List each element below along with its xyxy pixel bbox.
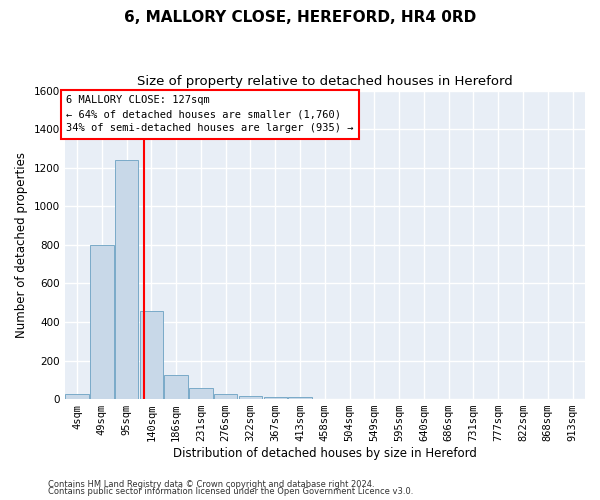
Bar [288, 397, 312, 399]
Y-axis label: Number of detached properties: Number of detached properties [15, 152, 28, 338]
Text: 6, MALLORY CLOSE, HEREFORD, HR4 0RD: 6, MALLORY CLOSE, HEREFORD, HR4 0RD [124, 10, 476, 25]
Text: Contains HM Land Registry data © Crown copyright and database right 2024.: Contains HM Land Registry data © Crown c… [48, 480, 374, 489]
Bar [140, 312, 163, 399]
Bar [65, 394, 89, 399]
Bar [115, 160, 139, 399]
Title: Size of property relative to detached houses in Hereford: Size of property relative to detached ho… [137, 75, 513, 88]
Bar [90, 245, 113, 399]
X-axis label: Distribution of detached houses by size in Hereford: Distribution of detached houses by size … [173, 447, 477, 460]
Bar [239, 396, 262, 399]
Bar [189, 388, 213, 399]
Text: Contains public sector information licensed under the Open Government Licence v3: Contains public sector information licen… [48, 488, 413, 496]
Text: 6 MALLORY CLOSE: 127sqm
← 64% of detached houses are smaller (1,760)
34% of semi: 6 MALLORY CLOSE: 127sqm ← 64% of detache… [66, 96, 353, 134]
Bar [263, 397, 287, 399]
Bar [214, 394, 238, 399]
Bar [164, 375, 188, 399]
